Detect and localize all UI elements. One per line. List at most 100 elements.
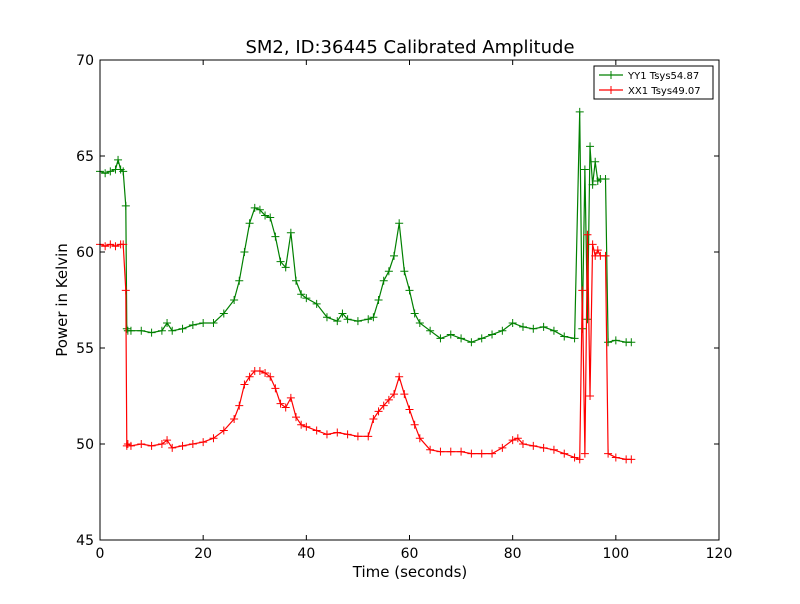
data-point-marker — [235, 401, 244, 410]
data-point-marker — [240, 380, 249, 389]
data-point-marker — [379, 401, 388, 410]
data-point-marker — [292, 413, 301, 422]
data-point-marker — [297, 290, 306, 299]
data-point-marker — [261, 211, 270, 220]
legend-box — [593, 65, 714, 100]
data-point-marker — [604, 338, 613, 347]
data-point-marker — [261, 368, 270, 377]
data-point-marker — [188, 320, 197, 329]
data-point-marker — [560, 449, 569, 458]
data-point-marker — [281, 403, 290, 412]
legend-marker — [607, 71, 615, 79]
data-point-marker — [588, 180, 597, 189]
x-tick-label: 40 — [297, 546, 315, 562]
data-point-marker — [106, 240, 115, 249]
data-point-marker — [255, 205, 264, 214]
data-point-marker — [580, 165, 589, 174]
data-point-marker — [426, 445, 435, 454]
y-tick-label: 55 — [76, 341, 94, 357]
data-point-marker — [446, 447, 455, 456]
data-point-marker — [353, 317, 362, 326]
data-point-marker — [498, 443, 507, 452]
data-point-marker — [395, 372, 404, 381]
data-point-marker — [302, 294, 311, 303]
data-point-marker — [539, 443, 548, 452]
data-point-marker — [400, 267, 409, 276]
data-point-marker — [230, 296, 239, 304]
data-point-marker — [312, 426, 321, 435]
data-point-marker — [436, 447, 445, 456]
data-point-marker — [374, 407, 383, 416]
legend-label: XX1 Tsys49.07 — [628, 86, 701, 97]
data-point-marker — [477, 449, 486, 458]
y-tick-label: 45 — [76, 533, 94, 549]
data-point-marker — [119, 240, 128, 249]
data-point-marker — [333, 428, 342, 437]
data-point-marker — [353, 432, 362, 441]
data-point-marker — [119, 167, 128, 176]
data-point-marker — [168, 326, 177, 335]
data-point-marker — [281, 263, 290, 272]
data-point-marker — [312, 299, 321, 308]
data-point-marker — [168, 443, 177, 452]
data-point-marker — [488, 449, 497, 458]
x-tick-label: 80 — [504, 546, 522, 562]
data-point-marker — [188, 440, 197, 448]
data-point-marker — [271, 384, 280, 393]
data-point-marker — [627, 455, 636, 464]
data-point-marker — [395, 219, 404, 228]
data-point-marker — [529, 441, 538, 450]
data-point-marker — [297, 420, 306, 429]
legend: YY1 Tsys54.87 XX1 Tsys49.07 — [593, 65, 714, 100]
data-point-marker — [276, 257, 285, 266]
data-point-marker — [384, 395, 393, 404]
data-point-marker — [219, 426, 228, 435]
data-point-marker — [219, 309, 228, 318]
data-point-marker — [235, 276, 244, 285]
data-point-marker — [199, 319, 208, 328]
series-2 — [96, 230, 636, 464]
data-point-marker — [518, 322, 527, 331]
data-point-marker — [583, 230, 592, 239]
axis-ticks: 0 20 40 60 80 100 120 45 50 55 60 65 70 — [76, 53, 732, 562]
data-point-marker — [302, 422, 311, 431]
data-point-marker — [604, 449, 613, 458]
data-point-marker — [245, 372, 254, 381]
data-point-marker — [292, 276, 301, 285]
data-point-marker — [147, 441, 156, 450]
data-point-marker — [601, 175, 610, 184]
y-tick-label: 60 — [76, 245, 94, 261]
data-point-marker — [147, 328, 156, 337]
data-point-marker — [114, 155, 123, 164]
data-point-marker — [121, 201, 130, 210]
y-tick-label: 65 — [76, 149, 94, 165]
data-point-marker — [583, 315, 592, 324]
data-point-marker — [266, 213, 275, 222]
chart-title: SM2, ID:36445 Calibrated Amplitude — [245, 37, 574, 58]
data-point-marker — [405, 405, 414, 414]
data-point-marker — [245, 219, 254, 228]
data-point-marker — [111, 242, 120, 251]
data-point-marker — [157, 326, 166, 335]
data-point-marker — [611, 336, 620, 345]
data-point-marker — [436, 334, 445, 343]
data-point-marker — [426, 326, 435, 335]
data-point-marker — [209, 434, 218, 443]
data-point-marker — [163, 319, 172, 328]
data-point-marker — [601, 251, 610, 260]
x-tick-label: 100 — [602, 546, 629, 562]
data-point-marker — [338, 309, 347, 318]
x-tick-label: 0 — [96, 546, 105, 562]
data-point-marker — [539, 322, 548, 331]
data-point-marker — [209, 319, 218, 328]
data-point-marker — [384, 267, 393, 276]
data-point-marker — [467, 449, 476, 458]
x-tick-label: 20 — [194, 546, 212, 562]
data-point-marker — [163, 436, 172, 445]
data-point-marker — [586, 392, 595, 400]
data-point-marker — [405, 286, 414, 295]
data-point-marker — [400, 390, 409, 399]
